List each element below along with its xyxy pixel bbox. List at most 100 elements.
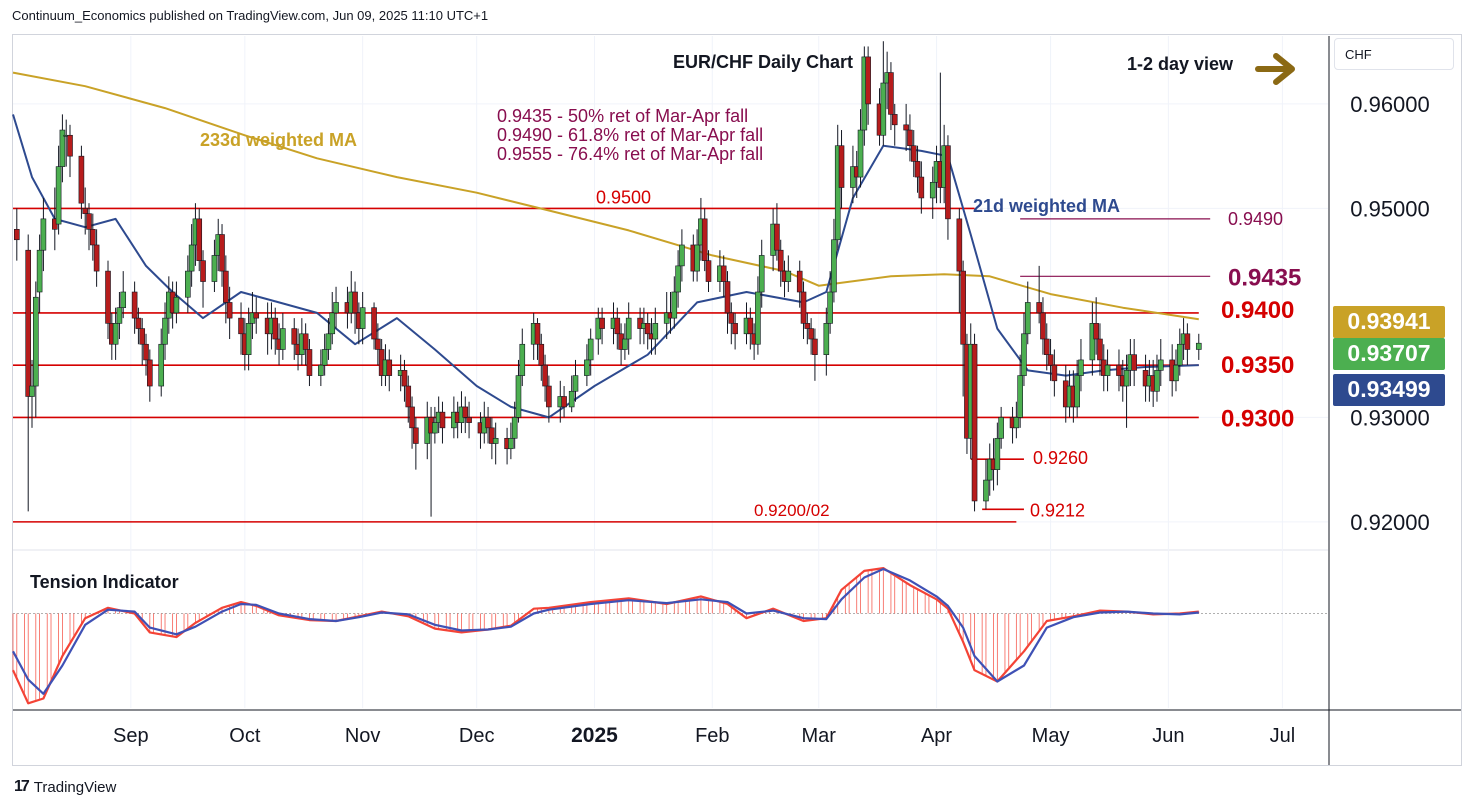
candle-body	[834, 145, 841, 241]
candle-body	[1123, 370, 1130, 387]
candle-body	[808, 328, 814, 340]
candle	[907, 114, 913, 162]
candle-body	[827, 291, 833, 324]
candle-body	[1013, 417, 1020, 429]
candle	[1074, 359, 1080, 418]
candle	[352, 281, 358, 334]
candle-body	[1024, 302, 1031, 335]
candle	[595, 307, 602, 355]
candle	[679, 229, 685, 282]
candle	[489, 417, 495, 460]
candle-body	[55, 166, 62, 225]
candle-body	[804, 323, 811, 329]
candle-body	[29, 385, 35, 397]
candle-body	[907, 129, 913, 147]
candle	[386, 349, 393, 392]
candle-body	[200, 260, 206, 282]
candle-body	[93, 244, 100, 272]
candle	[238, 302, 244, 355]
candle	[1104, 349, 1111, 392]
candle	[211, 239, 218, 292]
candle-body	[318, 364, 324, 376]
candle-body	[891, 114, 898, 126]
candle	[196, 208, 203, 272]
candle-body	[14, 229, 20, 241]
candle-body	[515, 375, 522, 418]
chart-title: EUR/CHF Daily Chart	[673, 52, 853, 72]
candle	[903, 103, 909, 151]
candle-body	[511, 417, 518, 439]
publisher-header: Continuum_Economics published on Trading…	[12, 8, 489, 23]
candle-body	[120, 291, 127, 308]
candle	[1116, 349, 1122, 392]
tension-indicator-panel: Tension Indicator	[12, 567, 1328, 705]
candle-body	[1021, 333, 1027, 376]
candle-body	[652, 323, 659, 340]
candle	[834, 124, 841, 251]
candle	[219, 224, 225, 287]
candle-body	[914, 161, 921, 178]
candle-body	[910, 145, 917, 162]
candle	[139, 318, 146, 366]
candle	[173, 281, 180, 324]
price-tick-label: 0.92000	[1350, 510, 1430, 535]
candle	[584, 344, 590, 387]
candle	[622, 323, 628, 360]
candle	[329, 292, 336, 345]
candle	[280, 312, 286, 360]
time-tick-label: 2025	[571, 724, 618, 747]
candle-body	[131, 291, 138, 319]
candle-body	[196, 218, 203, 261]
candle-body	[1184, 333, 1191, 350]
candle	[78, 145, 85, 219]
candle-body	[625, 317, 632, 340]
candle-body	[755, 291, 761, 345]
tradingview-brand: TradingView	[33, 778, 117, 796]
level-label: 0.9200/02	[754, 501, 830, 520]
chart-frame[interactable]	[12, 34, 1462, 766]
candle	[1021, 312, 1027, 387]
candle	[519, 328, 526, 387]
currency-selector[interactable]: CHF	[1334, 38, 1454, 70]
candle	[774, 203, 780, 261]
candle-body	[211, 255, 218, 282]
candle	[158, 328, 165, 397]
badge-background	[1333, 374, 1445, 406]
annotations: 0.9500 0.9400 0.9350 0.9300 0.9200/02 0.9490 0…	[200, 52, 1301, 520]
indicator-histogram	[12, 568, 1200, 704]
candle-body	[1043, 338, 1050, 355]
candle-body	[462, 406, 469, 418]
candle	[998, 406, 1004, 449]
candle	[1040, 297, 1046, 355]
candle	[40, 197, 47, 272]
candle-body	[865, 56, 871, 105]
candle	[625, 302, 632, 355]
time-tick-label: Nov	[345, 725, 381, 747]
candle	[112, 307, 119, 360]
view-label: 1-2 day view	[1127, 54, 1234, 74]
candle-body	[162, 317, 168, 345]
candle	[914, 145, 921, 193]
level-label: 0.9490	[1228, 209, 1283, 229]
candle-body	[223, 270, 229, 303]
candle	[1093, 297, 1099, 355]
candle-body	[321, 349, 328, 366]
candle-body	[812, 338, 818, 355]
ma-233-label: 233d weighted MA	[200, 130, 357, 150]
candle	[827, 271, 833, 334]
candle	[1078, 339, 1084, 392]
level-label: 0.9400	[1221, 297, 1294, 324]
candle-body	[291, 328, 298, 345]
candle-body	[413, 427, 419, 444]
candle-body	[492, 437, 499, 444]
last-value-badge: 0.93941	[1333, 306, 1445, 338]
candle	[971, 333, 978, 512]
candle-body	[86, 213, 92, 230]
level-label: 0.9435	[1228, 264, 1301, 291]
candle	[462, 396, 469, 434]
candle	[93, 229, 100, 287]
retracement-annotation: 0.9435 - 50% ret of Mar-Apr fall	[497, 106, 748, 126]
candle	[777, 239, 784, 287]
tradingview-logo[interactable]: 17 TradingView	[14, 778, 116, 796]
